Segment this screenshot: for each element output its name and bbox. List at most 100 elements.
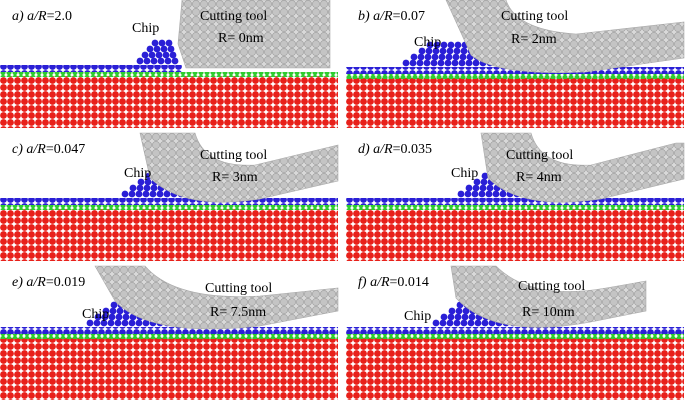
panel: f) a/R=0.014 Chip Cutting tool R= 10nm: [346, 265, 684, 400]
tool-radius: R= 4nm: [516, 170, 562, 185]
surface-layer: [0, 198, 338, 205]
panel-label: f) a/R=0.014: [358, 275, 429, 290]
chip-atom: [148, 51, 156, 59]
chip-atom: [471, 190, 479, 198]
chip-atom: [432, 319, 440, 327]
chip-atom: [431, 53, 439, 61]
chip-atom: [142, 190, 150, 198]
tool-radius: R= 0nm: [218, 31, 264, 46]
panel: b) a/R=0.07 Chip Cutting tool R= 2nm: [346, 0, 685, 128]
ratio-name: a/R: [373, 142, 393, 157]
substrate: [346, 78, 684, 128]
substrate: [0, 338, 338, 400]
panel: a) a/R=2.0 Chip Cutting tool R= 0nm: [0, 0, 338, 128]
interface-layer: [346, 205, 684, 210]
ratio-value: =0.035: [393, 142, 432, 157]
chip-atom: [485, 190, 493, 198]
chip-atom: [128, 190, 136, 198]
chip-atom: [432, 47, 440, 55]
surface-layer: [346, 67, 684, 74]
chip-atom: [454, 313, 462, 321]
chip-atom: [121, 319, 129, 327]
panel-letter: c): [12, 142, 23, 157]
chip-atom: [122, 313, 130, 321]
chip-atom: [135, 319, 143, 327]
panel-letter: f): [358, 275, 367, 290]
chip-atom: [440, 313, 448, 321]
chip-atom: [410, 53, 418, 61]
interface-layer: [0, 72, 338, 77]
chip-atom: [136, 57, 144, 65]
chip-atom: [101, 313, 109, 321]
panel-letter: e): [12, 275, 23, 290]
cutting-tool: [445, 0, 685, 73]
panel-letter: a): [12, 9, 24, 24]
chip-label: Chip: [132, 21, 159, 36]
chip-atom: [164, 57, 172, 65]
chip-atom: [462, 307, 470, 315]
chip-label: Chip: [414, 35, 441, 50]
chip-atom: [448, 307, 456, 315]
chip-atom: [454, 41, 462, 49]
chip-atom: [416, 59, 424, 67]
chip-atom: [455, 307, 463, 315]
chip-atom: [121, 190, 129, 198]
panel-label: c) a/R=0.047: [12, 142, 85, 157]
chip-atom: [478, 190, 486, 198]
chip-atom: [100, 319, 108, 327]
chip-atom: [433, 41, 441, 49]
chip-atom: [457, 190, 465, 198]
chip-atom: [137, 178, 145, 186]
chip-atom: [439, 47, 447, 55]
chip-atom: [163, 190, 171, 198]
chip-atom: [93, 319, 101, 327]
chip-label: Chip: [451, 166, 478, 181]
chip-atom: [114, 319, 122, 327]
panel-label: a) a/R=2.0: [12, 9, 72, 24]
chip-atom: [467, 319, 475, 327]
chip-atom: [423, 59, 431, 67]
ratio-name: a/R: [370, 275, 390, 290]
chip-atom: [158, 39, 166, 47]
chip-atom: [481, 172, 489, 180]
chip-label: Chip: [124, 166, 151, 181]
chip-atom: [115, 313, 123, 321]
tool-radius: R= 7.5nm: [210, 305, 266, 320]
chip-atom: [149, 190, 157, 198]
panel: e) a/R=0.019 Chip Cutting tool R= 7.5nm: [0, 265, 339, 400]
cutting-tool: [450, 265, 647, 328]
panel-label: e) a/R=0.019: [12, 275, 85, 290]
cutting-tool: [177, 0, 331, 69]
cutting-tool: [480, 132, 685, 203]
chip-label: Chip: [82, 307, 109, 322]
chip-atom: [116, 307, 124, 315]
interface-layer: [0, 205, 338, 210]
chip-atom: [135, 190, 143, 198]
chip-atom: [110, 301, 118, 309]
chip-atom: [460, 319, 468, 327]
chip-atom: [444, 59, 452, 67]
substrate: [0, 76, 338, 128]
chip-atom: [445, 53, 453, 61]
interface-layer: [346, 334, 684, 339]
chip-atom: [143, 184, 151, 192]
surface-layer: [346, 198, 684, 205]
chip-atom: [481, 319, 489, 327]
tool-label: Cutting tool: [200, 9, 267, 24]
chip-atom: [460, 47, 468, 55]
chip-atom: [453, 319, 461, 327]
chip-atom: [424, 53, 432, 61]
chip-atom: [144, 178, 152, 186]
chip-atom: [150, 57, 158, 65]
tool-radius: R= 10nm: [522, 305, 575, 320]
tool-label: Cutting tool: [518, 279, 585, 294]
cutting-tool: [139, 132, 339, 203]
chip-atom: [473, 178, 481, 186]
chip-atom: [169, 51, 177, 59]
chip-atom: [426, 41, 434, 49]
ratio-name: a/R: [26, 142, 46, 157]
panel: d) a/R=0.035 Chip Cutting tool R= 4nm: [346, 132, 685, 261]
chip-atom: [156, 190, 164, 198]
chip-atom: [479, 184, 487, 192]
chip-atom: [464, 190, 472, 198]
